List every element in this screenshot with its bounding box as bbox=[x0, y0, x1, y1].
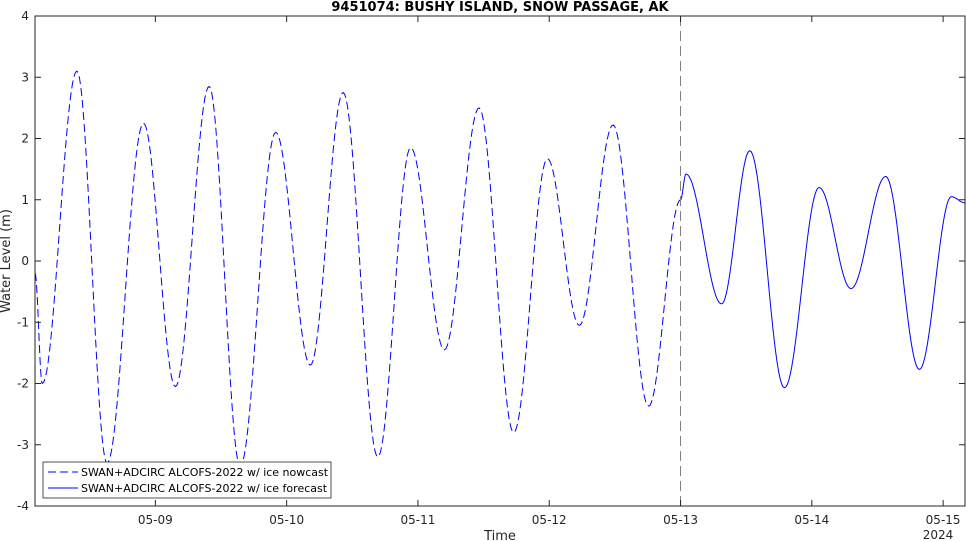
x-tick-label: 05-11 bbox=[401, 513, 436, 527]
y-tick-label: -3 bbox=[17, 438, 29, 452]
x-tick-label: 05-09 bbox=[138, 513, 173, 527]
plot-area-frame bbox=[34, 15, 966, 507]
x-tick-label: 05-15 bbox=[926, 513, 961, 527]
y-tick-label: 3 bbox=[21, 70, 29, 84]
y-tick-label: 1 bbox=[21, 193, 29, 207]
legend: SWAN+ADCIRC ALCOFS-2022 w/ ice nowcast S… bbox=[42, 461, 332, 499]
series-line-forecast bbox=[680, 150, 965, 389]
y-tick-label: -4 bbox=[17, 499, 29, 513]
x-tick-label: 05-14 bbox=[794, 513, 829, 527]
y-tick-label: -1 bbox=[17, 315, 29, 329]
legend-label-nowcast: SWAN+ADCIRC ALCOFS-2022 w/ ice nowcast bbox=[81, 466, 329, 479]
y-tick-label: 4 bbox=[21, 9, 29, 23]
chart-title: 9451074: BUSHY ISLAND, SNOW PASSAGE, AK bbox=[331, 0, 669, 15]
y-tick-label: 0 bbox=[21, 254, 29, 268]
x-axis-label: Time bbox=[483, 529, 516, 541]
x-tick-label: 05-12 bbox=[532, 513, 567, 527]
y-axis-label: Water Level (m) bbox=[0, 209, 14, 313]
y-tick-label: 2 bbox=[21, 132, 29, 146]
x-tick-label: 05-10 bbox=[269, 513, 304, 527]
series-layer bbox=[35, 70, 965, 467]
y-axis: -4 -3 -2 -1 0 1 2 3 4 bbox=[17, 9, 965, 513]
legend-box bbox=[42, 461, 332, 499]
x-axis-year-label: 2024 bbox=[923, 528, 954, 541]
y-tick-label: -2 bbox=[17, 377, 29, 391]
x-axis: 05-09 05-10 05-11 05-12 05-13 05-14 05-15 bbox=[138, 16, 961, 527]
legend-label-forecast: SWAN+ADCIRC ALCOFS-2022 w/ ice forecast bbox=[81, 482, 328, 495]
x-tick-label: 05-13 bbox=[663, 513, 698, 527]
series-line-nowcast bbox=[35, 70, 681, 467]
